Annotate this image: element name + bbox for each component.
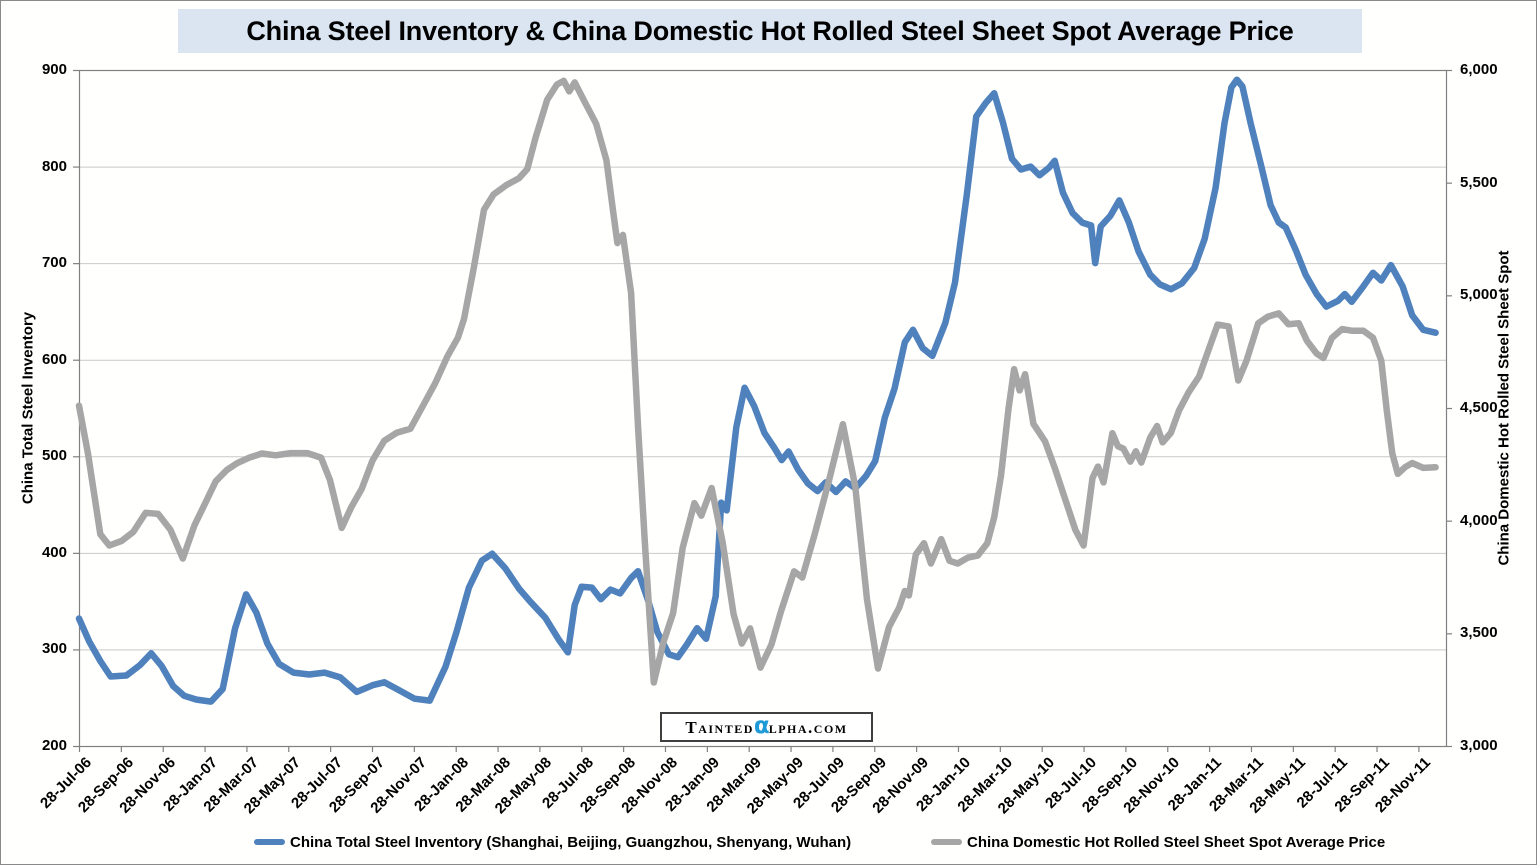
left-axis-tick-label: 200	[41, 737, 67, 754]
watermark-text-pre: Tainted	[685, 717, 754, 737]
price-legend-label: China Domestic Hot Rolled Steel Sheet Sp…	[967, 833, 1386, 851]
inventory-legend-swatch	[254, 839, 285, 845]
right-axis-tick-label: 5,000	[1460, 286, 1498, 304]
price-legend-swatch	[931, 839, 962, 845]
legend-item-price: China Domestic Hot Rolled Steel Sheet Sp…	[931, 833, 1385, 851]
right-axis-tick-label: 4,500	[1460, 399, 1498, 416]
right-axis-tick-label: 5,500	[1460, 173, 1498, 191]
right-axis-tick-label: 3,500	[1460, 624, 1498, 642]
right-axis-tick-label: 4,000	[1460, 511, 1498, 529]
right-axis-tick-label: 3,000	[1460, 737, 1498, 754]
plot-border	[78, 69, 1448, 748]
page-title: China Steel Inventory & China Domestic H…	[178, 9, 1362, 53]
left-axis-tick-label: 300	[41, 640, 67, 658]
legend-item-inventory: China Total Steel Inventory (Shanghai, B…	[254, 833, 851, 851]
left-axis-title: China Total Steel Inventory	[19, 311, 37, 505]
watermark-text-post: lpha.com	[768, 717, 848, 737]
right-axis-tick-label: 6,000	[1460, 61, 1498, 78]
left-axis-tick-label: 700	[41, 254, 67, 272]
inventory-line	[75, 76, 1439, 705]
watermark: Tainted α lpha.com	[660, 712, 873, 742]
left-axis-tick-label: 500	[41, 447, 67, 465]
left-axis-tick-label: 900	[41, 61, 67, 78]
inventory-legend-label: China Total Steel Inventory (Shanghai, B…	[290, 833, 852, 851]
left-axis-tick-label: 400	[41, 543, 67, 561]
right-axis-title: China Domestic Hot Rolled Steel Sheet Sp…	[1495, 250, 1513, 566]
price-line	[75, 77, 1439, 686]
left-axis-tick-label: 800	[41, 157, 67, 175]
left-axis-tick-label: 600	[41, 350, 67, 368]
